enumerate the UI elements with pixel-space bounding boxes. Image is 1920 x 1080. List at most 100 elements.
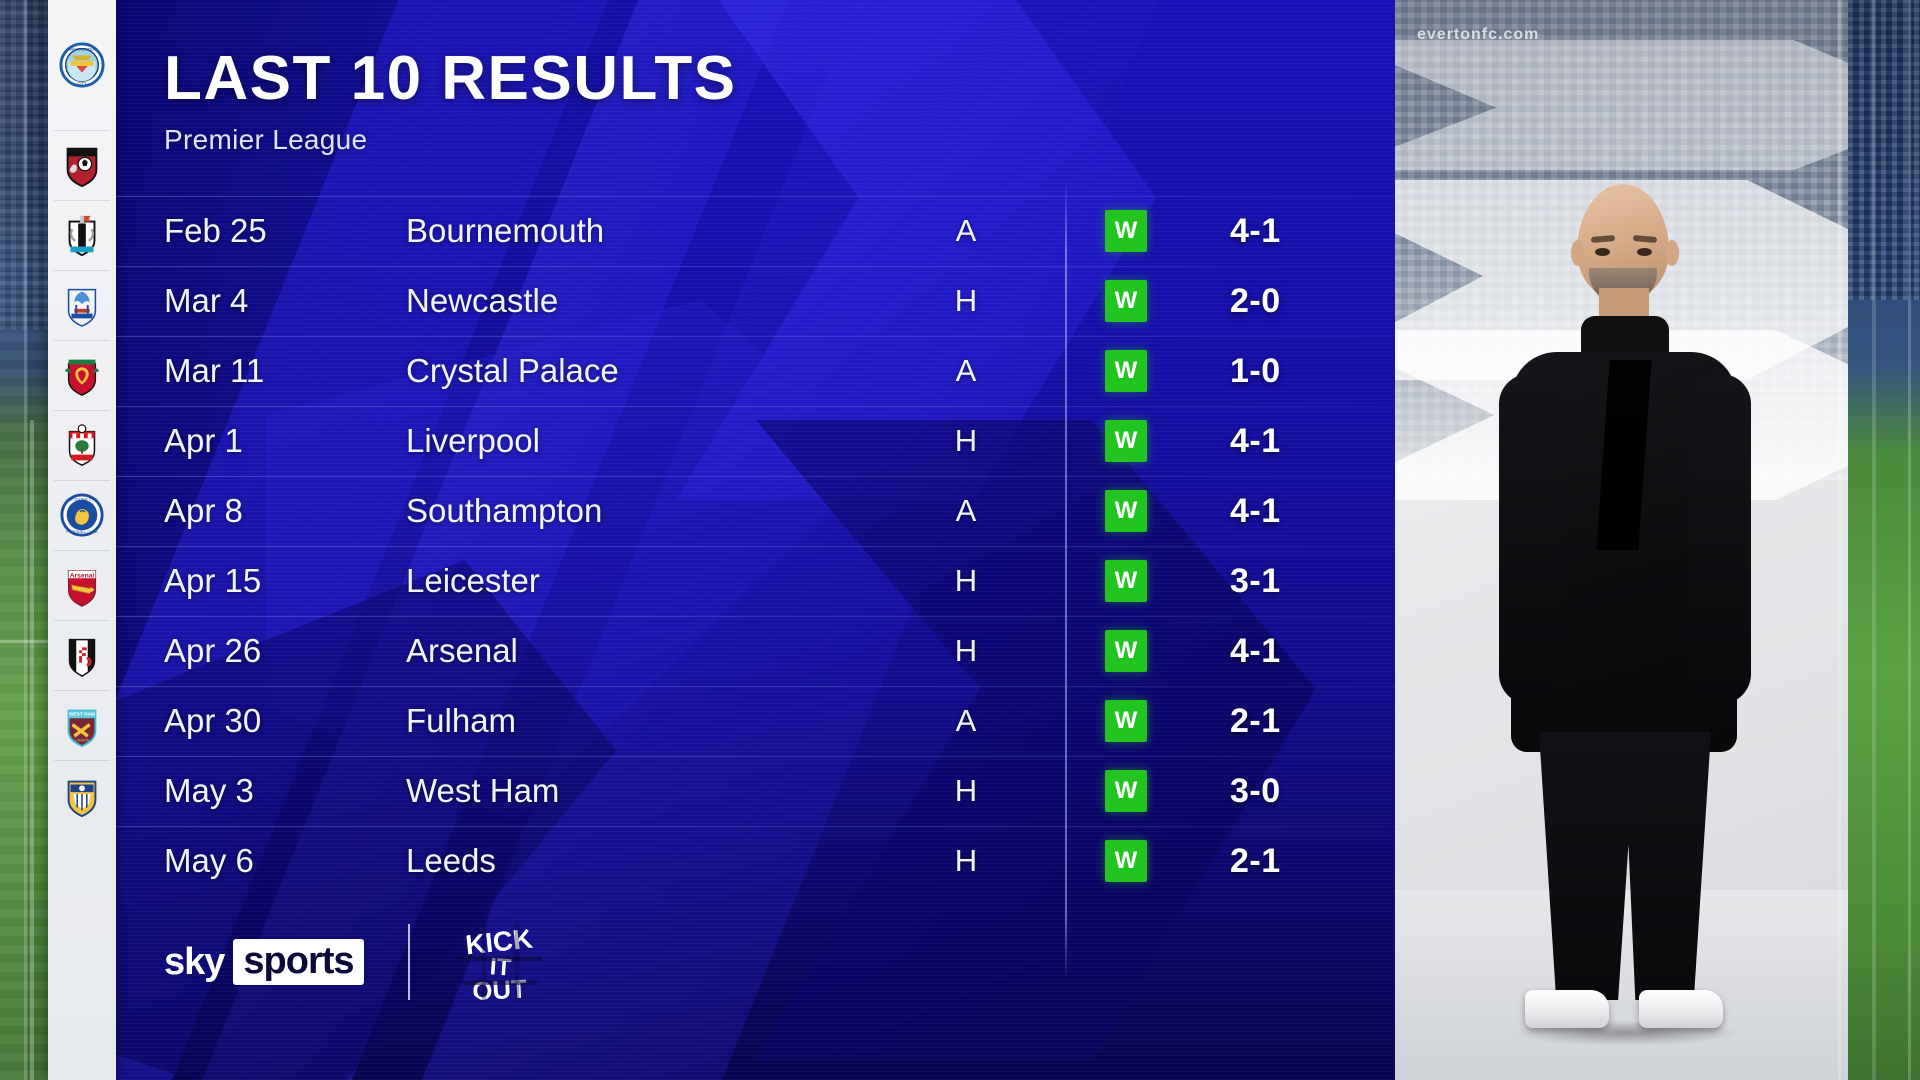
sky-word: sky (164, 940, 225, 983)
liverpool-crest (59, 352, 105, 398)
pitch-line-vertical (30, 420, 34, 1080)
cell-result: W (1066, 420, 1186, 462)
result-badge-win: W (1105, 560, 1147, 602)
table-row: Apr 30 Fulham A W 2-1 (116, 686, 1395, 756)
club-crest-rail: MANCHESTER CITY (48, 0, 116, 1080)
crest-cell-leicester: LEICESTER CITY FOOTBALL CLUB (48, 480, 116, 550)
cell-venue: H (954, 563, 978, 598)
cell-venue: A (955, 703, 977, 738)
cell-result: W (1066, 700, 1186, 742)
cell-opponent: Arsenal (406, 632, 518, 669)
cell-venue: A (955, 493, 977, 528)
cell-score: 4-1 (1230, 631, 1281, 670)
crest-cell-southampton (48, 410, 116, 480)
cell-opponent: Bournemouth (406, 212, 605, 249)
table-row: Apr 1 Liverpool H W 4-1 (116, 406, 1395, 476)
studio-panel: evertonfc.com (1395, 0, 1848, 1080)
results-panel: LAST 10 RESULTS Premier League Feb 25 Bou… (116, 0, 1395, 1080)
page-subtitle: Premier League (164, 124, 368, 155)
cell-score: 3-0 (1230, 771, 1281, 810)
crest-cell-manchester-city: MANCHESTER CITY (48, 0, 116, 130)
svg-text:CITY: CITY (77, 81, 87, 86)
glass-bar (24, 0, 27, 1080)
cell-result: W (1066, 840, 1186, 882)
cell-score: 2-0 (1230, 281, 1281, 320)
presenter-shoe (1525, 990, 1609, 1028)
cell-result: W (1066, 350, 1186, 392)
crest-cell-west-ham: WEST HAM LONDON (48, 690, 116, 760)
footer-logos: sky sports KICK IT OUT (164, 916, 546, 1008)
glass-bar (1838, 0, 1841, 1080)
sky-sports-logo: sky sports (164, 939, 364, 985)
crest-cell-liverpool (48, 340, 116, 410)
cell-date: Apr 15 (164, 562, 262, 599)
presenter-figure (1481, 184, 1771, 1046)
table-row: Feb 25 Bournemouth A W 4-1 (116, 196, 1395, 266)
cell-score: 1-0 (1230, 351, 1281, 390)
result-badge-win: W (1105, 280, 1147, 322)
cell-date: Feb 25 (164, 212, 267, 249)
cell-date: Apr 26 (164, 632, 262, 669)
cell-date: Apr 8 (164, 492, 243, 529)
cell-venue: H (954, 773, 978, 808)
cell-venue: H (954, 843, 978, 878)
kick-it-out-logo: KICK IT OUT (454, 916, 546, 1008)
table-row: Apr 15 Leicester H W 3-1 (116, 546, 1395, 616)
west-ham-crest: WEST HAM LONDON (59, 702, 105, 748)
cell-date: Mar 4 (164, 282, 249, 319)
crest-cell-fulham (48, 620, 116, 690)
panel-header: LAST 10 RESULTS Premier League (164, 48, 737, 156)
svg-text:FOOTBALL CLUB: FOOTBALL CLUB (66, 530, 98, 534)
result-badge-win: W (1105, 350, 1147, 392)
footer-divider (407, 924, 410, 1000)
result-badge-win: W (1105, 630, 1147, 672)
presenter-shoe (1639, 990, 1723, 1028)
table-row: May 6 Leeds H W 2-1 (116, 826, 1395, 896)
crest-cell-leeds (48, 760, 116, 830)
svg-text:WEST HAM: WEST HAM (69, 711, 95, 717)
glass-bar (1872, 0, 1876, 1080)
cell-result: W (1066, 770, 1186, 812)
result-badge-win: W (1105, 210, 1147, 252)
page-title: LAST 10 RESULTS (164, 44, 737, 113)
glass-bar (1908, 0, 1911, 1080)
cell-opponent: Crystal Palace (406, 352, 619, 389)
presenter-eye (1595, 248, 1610, 256)
svg-text:LONDON: LONDON (75, 738, 90, 742)
result-badge-win: W (1105, 700, 1147, 742)
cell-venue: A (955, 353, 977, 388)
result-badge-win: W (1105, 770, 1147, 812)
table-row: Apr 26 Arsenal H W 4-1 (116, 616, 1395, 686)
svg-text:Arsenal: Arsenal (70, 572, 95, 579)
crest-cell-crystal-palace (48, 270, 116, 340)
presenter-arm (1499, 374, 1561, 704)
cell-date: Apr 30 (164, 702, 262, 739)
cell-score: 3-1 (1230, 561, 1281, 600)
cell-date: Mar 11 (164, 352, 265, 389)
stadium-advert-text: evertonfc.com (1417, 26, 1540, 43)
result-badge-win: W (1105, 490, 1147, 532)
cell-score: 2-1 (1230, 701, 1281, 740)
cell-opponent: West Ham (406, 772, 560, 809)
cell-venue: H (954, 423, 978, 458)
cell-result: W (1066, 280, 1186, 322)
cell-venue: A (955, 213, 977, 248)
fulham-crest (59, 632, 105, 678)
cell-score: 2-1 (1230, 841, 1281, 880)
cell-result: W (1066, 630, 1186, 672)
cell-result: W (1066, 490, 1186, 532)
presenter-legs (1539, 732, 1711, 1000)
presenter-ear (1665, 240, 1679, 266)
presenter-arm (1689, 374, 1751, 704)
table-row: Mar 4 Newcastle H W 2-0 (116, 266, 1395, 336)
cell-venue: H (954, 283, 978, 318)
bournemouth-crest (59, 142, 105, 188)
cell-result: W (1066, 210, 1186, 252)
cell-score: 4-1 (1230, 491, 1281, 530)
cell-opponent: Leeds (406, 842, 496, 879)
cell-opponent: Southampton (406, 492, 603, 529)
cell-score: 4-1 (1230, 211, 1281, 250)
presenter-eye (1637, 248, 1652, 256)
result-badge-win: W (1105, 420, 1147, 462)
